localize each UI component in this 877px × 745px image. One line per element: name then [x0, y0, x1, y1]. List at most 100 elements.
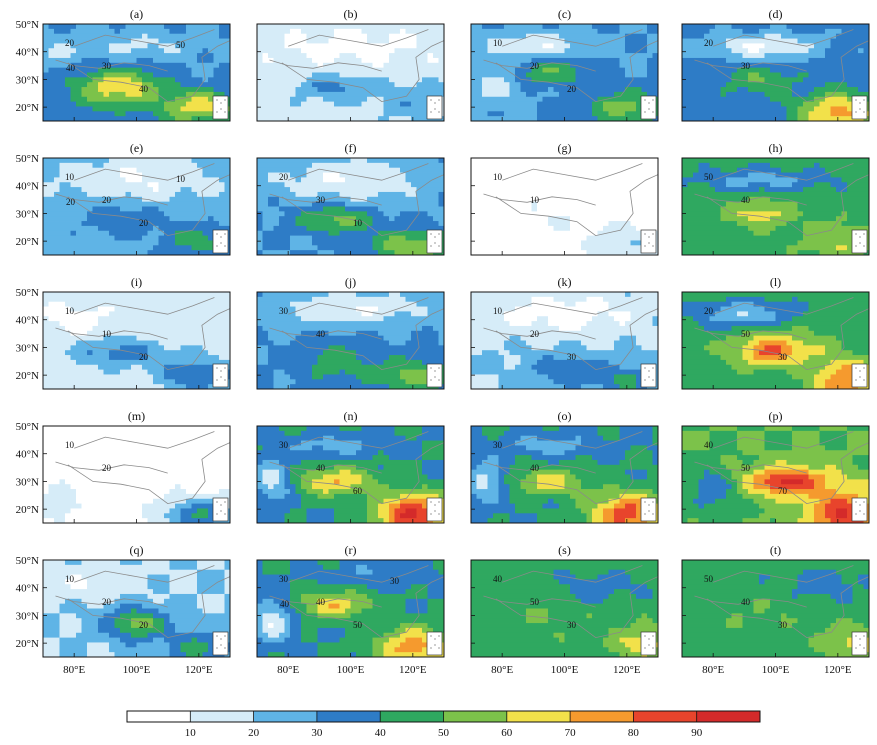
- field-cell: [770, 62, 776, 69]
- field-cell: [186, 38, 192, 44]
- field-cell: [504, 77, 510, 83]
- field-cell: [400, 67, 406, 73]
- field-cell: [301, 57, 307, 64]
- field-cell: [345, 187, 351, 193]
- field-cell: [614, 116, 620, 121]
- field-cell: [175, 162, 181, 169]
- field-cell: [775, 82, 782, 88]
- field-cell: [693, 167, 699, 173]
- field-cell: [687, 24, 694, 30]
- field-cell: [603, 106, 609, 112]
- field-cell: [630, 158, 637, 164]
- field-cell: [575, 96, 582, 102]
- field-cell: [197, 211, 203, 217]
- field-cell: [59, 24, 66, 30]
- field-cell: [202, 82, 209, 88]
- field-cell: [125, 177, 132, 183]
- field-cell: [608, 96, 615, 102]
- field-cell: [383, 101, 390, 107]
- field-cell: [48, 72, 55, 78]
- field-cell: [164, 216, 170, 222]
- field-cell: [295, 77, 302, 83]
- field-cell: [847, 57, 853, 64]
- field-cell: [175, 43, 181, 49]
- field-cell: [70, 111, 77, 117]
- boundary-line: [55, 59, 168, 72]
- inset-dot: [859, 102, 861, 104]
- field-cell: [153, 57, 159, 64]
- field-cell: [753, 48, 760, 54]
- field-cell: [786, 96, 793, 102]
- field-cell: [257, 211, 263, 217]
- field-cell: [531, 187, 538, 193]
- field-cell: [92, 182, 99, 188]
- field-cell: [197, 172, 203, 178]
- field-cell: [372, 101, 379, 107]
- field-cell: [312, 116, 318, 121]
- field-cell: [372, 230, 379, 236]
- field-cell: [180, 177, 187, 183]
- field-cell: [356, 24, 362, 30]
- field-cell: [153, 116, 159, 121]
- field-cell: [98, 158, 104, 164]
- field-cell: [186, 240, 192, 246]
- field-cell: [76, 240, 82, 246]
- field-cell: [559, 33, 565, 39]
- field-cell: [493, 106, 499, 112]
- field-cell: [65, 87, 71, 93]
- field-cell: [559, 221, 565, 227]
- field-cell: [378, 72, 384, 78]
- field-cell: [186, 106, 192, 112]
- field-cell: [526, 191, 532, 198]
- field-cell: [537, 191, 543, 198]
- field-cell: [548, 230, 554, 236]
- field-cell: [383, 77, 390, 83]
- field-cell: [367, 211, 373, 217]
- field-cell: [422, 158, 428, 164]
- field-cell: [76, 158, 82, 164]
- field-cell: [614, 24, 620, 30]
- field-cell: [372, 235, 379, 241]
- field-cell: [764, 48, 771, 54]
- field-cell: [317, 82, 324, 88]
- field-cell: [619, 240, 626, 246]
- field-cell: [493, 87, 499, 93]
- field-cell: [808, 24, 815, 30]
- inset-dot: [220, 102, 222, 104]
- field-cell: [630, 182, 637, 188]
- field-cell: [98, 111, 104, 117]
- field-cell: [852, 38, 859, 44]
- field-cell: [726, 106, 732, 112]
- field-cell: [704, 116, 710, 121]
- field-cell: [356, 211, 362, 217]
- field-cell: [400, 106, 406, 112]
- field-cell: [553, 72, 560, 78]
- field-cell: [636, 77, 642, 83]
- field-cell: [487, 235, 494, 241]
- field-cell: [438, 177, 444, 183]
- field-cell: [208, 72, 214, 78]
- field-cell: [537, 106, 543, 112]
- field-cell: [636, 177, 642, 183]
- field-cell: [356, 225, 362, 232]
- field-cell: [411, 72, 417, 78]
- field-cell: [120, 106, 126, 112]
- field-cell: [120, 38, 126, 44]
- inset-dot: [855, 99, 857, 101]
- field-cell: [65, 235, 71, 241]
- field-cell: [103, 245, 110, 251]
- field-cell: [416, 24, 423, 30]
- field-cell: [608, 33, 615, 39]
- field-cell: [312, 182, 318, 188]
- field-cell: [619, 77, 626, 83]
- field-cell: [136, 101, 143, 107]
- field-cell: [142, 38, 148, 44]
- field-cell: [372, 38, 379, 44]
- field-cell: [687, 235, 694, 241]
- field-cell: [630, 67, 637, 73]
- field-cell: [625, 106, 631, 112]
- field-cell: [781, 38, 787, 44]
- field-cell: [334, 221, 340, 227]
- field-cell: [570, 87, 576, 93]
